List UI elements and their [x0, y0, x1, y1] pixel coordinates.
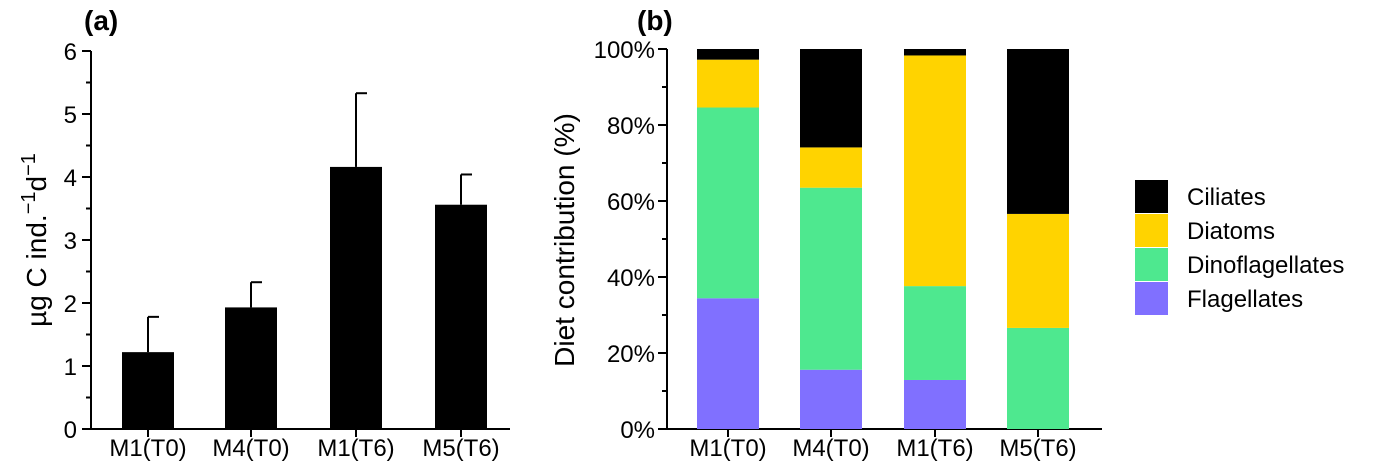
panel-a-bar: [122, 352, 174, 429]
panel-a-x-tick-label: M5(T6): [422, 435, 499, 462]
panel-b-y-axis-label: Diet contribution (%): [549, 113, 580, 367]
panel-b-bar-segment: [904, 55, 966, 287]
panel-b-legend-label: Dinoflagellates: [1187, 252, 1344, 279]
panel-b-bar-segment: [904, 286, 966, 380]
panel-a-x-tick-label: M4(T0): [212, 435, 289, 462]
panel-b-y-tick-label: 20%: [607, 341, 655, 368]
panel-a-label: (a): [84, 5, 118, 36]
panel-a: (a) µg C ind.−1d−1 0 1 2 3 4 5 6 M1(T0) M4(T0) M…: [18, 5, 510, 462]
panel-a-bar: [225, 307, 277, 429]
panel-b-legend-label: Diatoms: [1187, 218, 1275, 245]
panel-b-bar-segment: [697, 59, 759, 108]
panel-b-bar-segment: [1007, 327, 1069, 429]
panel-a-y-axis-label: µg C ind.−1d−1: [18, 153, 52, 327]
panel-a-bar: [330, 166, 382, 430]
panel-b-y-tick-label: 0%: [620, 417, 655, 444]
panel-a-y-tick-label: 1: [64, 354, 77, 381]
panel-b-y-tick-label: 60%: [607, 189, 655, 216]
panel-b-bar-segment: [1007, 49, 1069, 214]
panel-b-legend-swatch: [1135, 214, 1168, 247]
panel-b-legend-swatch: [1135, 282, 1168, 315]
panel-b-legend: Ciliates Diatoms Dinoflagellates Flagellate…: [1135, 180, 1344, 315]
panel-b-bar-segment: [697, 49, 759, 60]
panel-a-x-tick-label: M1(T0): [109, 435, 186, 462]
panel-a-y-tick-label: 0: [64, 417, 77, 444]
panel-b-bar-segment: [904, 379, 966, 429]
panel-a-bar: [435, 204, 487, 429]
panel-a-y-tick-label: 2: [64, 291, 77, 318]
panel-b-bar-segment: [697, 107, 759, 299]
panel-b-y-tick-label: 80%: [607, 113, 655, 140]
panel-a-y-tick-label: 4: [64, 165, 77, 192]
panel-b-x-tick-label: M5(T6): [999, 435, 1076, 462]
panel-a-y-tick-label: 3: [64, 228, 77, 255]
panel-b-bar-segment: [904, 49, 966, 56]
panel-b-y-tick-label: 40%: [607, 265, 655, 292]
panel-a-x-tick-label: M1(T6): [317, 435, 394, 462]
panel-b-label: (b): [637, 5, 673, 36]
panel-b-legend-label: Ciliates: [1187, 184, 1266, 211]
panel-a-y-tick-label: 5: [64, 102, 77, 129]
panel-b-bar-segment: [800, 187, 862, 370]
panel-b: (b) Diet contribution (%) 0% 20% 40% 60% 80%…: [549, 5, 1344, 462]
panel-b-bar-segment: [800, 369, 862, 429]
panel-a-y-tick-label: 6: [64, 39, 77, 66]
panel-b-bar-segment: [697, 298, 759, 429]
panel-b-x-tick-label: M1(T6): [896, 435, 973, 462]
panel-b-bar-segment: [800, 147, 862, 188]
panel-b-bar-segment: [800, 49, 862, 148]
panel-b-bar-segment: [1007, 213, 1069, 328]
panel-b-x-tick-label: M1(T0): [689, 435, 766, 462]
panel-b-legend-swatch: [1135, 180, 1168, 213]
panel-b-y-tick-label: 100%: [594, 37, 655, 64]
panel-b-legend-swatch: [1135, 248, 1168, 281]
panel-b-legend-label: Flagellates: [1187, 286, 1303, 313]
panel-b-x-tick-label: M4(T0): [792, 435, 869, 462]
